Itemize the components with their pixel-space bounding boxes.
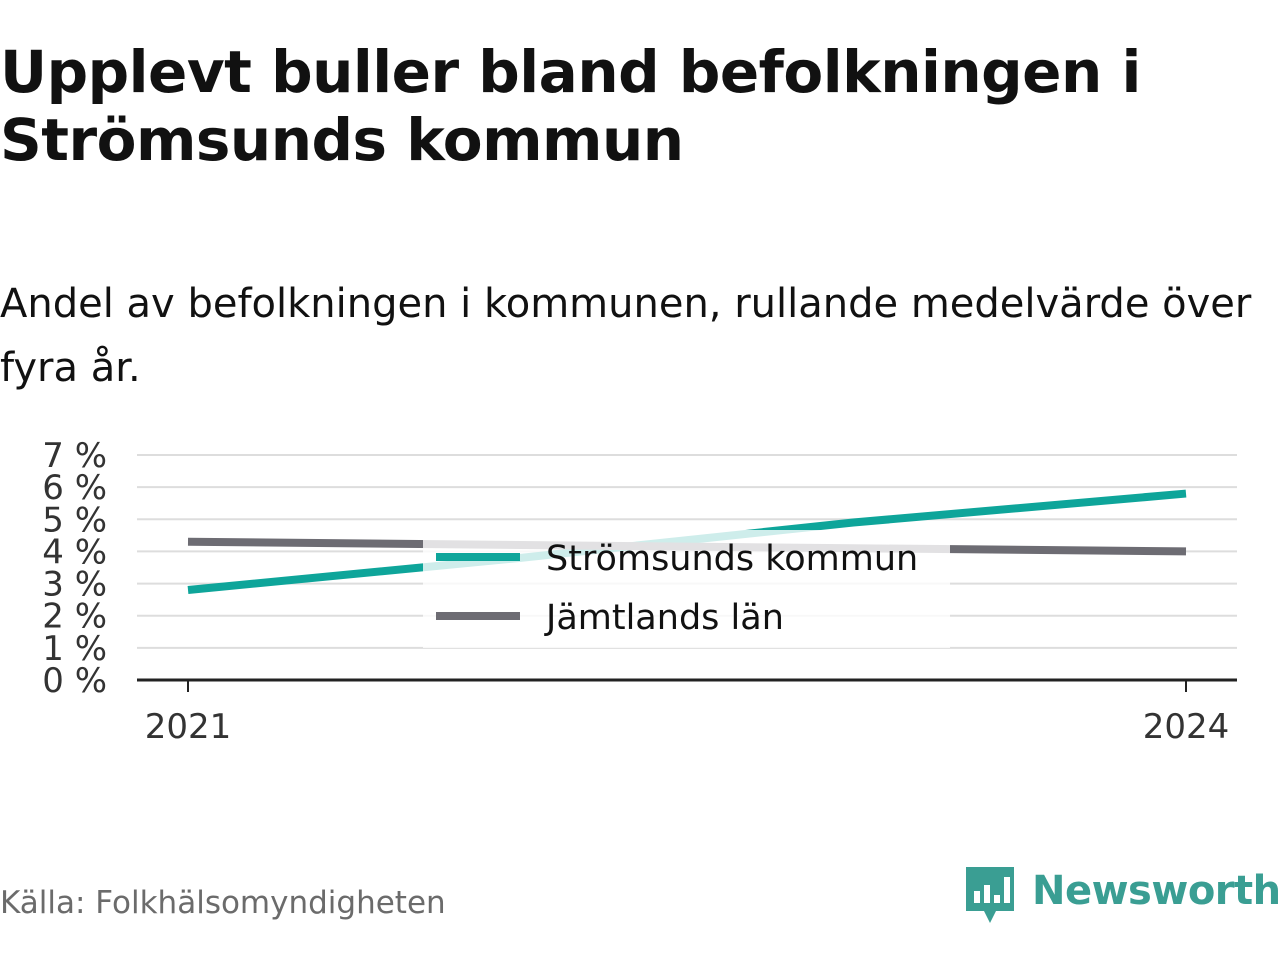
y-tick-label: 4 % (42, 532, 107, 572)
y-tick-label: 7 % (42, 436, 107, 476)
chart-title: Upplevt buller bland befolkningen i Strö… (0, 38, 1141, 174)
chart-subtitle: Andel av befolkningen i kommunen, rullan… (0, 281, 1252, 391)
x-axis-ticks: 2021 2024 (145, 680, 1230, 747)
x-tick-label: 2024 (1143, 707, 1230, 747)
legend-label-jamtland: Jämtlands län (544, 598, 784, 638)
legend-label-stromsund: Strömsunds kommun (546, 539, 918, 579)
y-axis-ticks: 0 %1 %2 %3 %4 %5 %6 %7 % (42, 436, 107, 701)
x-tick-label: 2021 (145, 707, 232, 747)
y-tick-label: 3 % (42, 565, 107, 605)
brand-logo: Newsworthy (964, 864, 1280, 928)
y-tick-label: 5 % (42, 500, 107, 540)
y-tick-label: 1 % (42, 629, 107, 669)
source-note: Källa: Folkhälsomyndigheten (0, 885, 446, 921)
y-tick-label: 2 % (42, 597, 107, 637)
brand-name: Newsworthy (1032, 868, 1280, 914)
line-chart: 0 %1 %2 %3 %4 %5 %6 %7 % Strömsunds komm… (42, 436, 1237, 747)
y-tick-label: 0 % (42, 661, 107, 701)
y-tick-label: 6 % (42, 468, 107, 508)
legend-background (423, 530, 950, 648)
newsworthy-logo-icon (966, 867, 1014, 923)
legend: Strömsunds kommun Jämtlands län (423, 530, 950, 648)
